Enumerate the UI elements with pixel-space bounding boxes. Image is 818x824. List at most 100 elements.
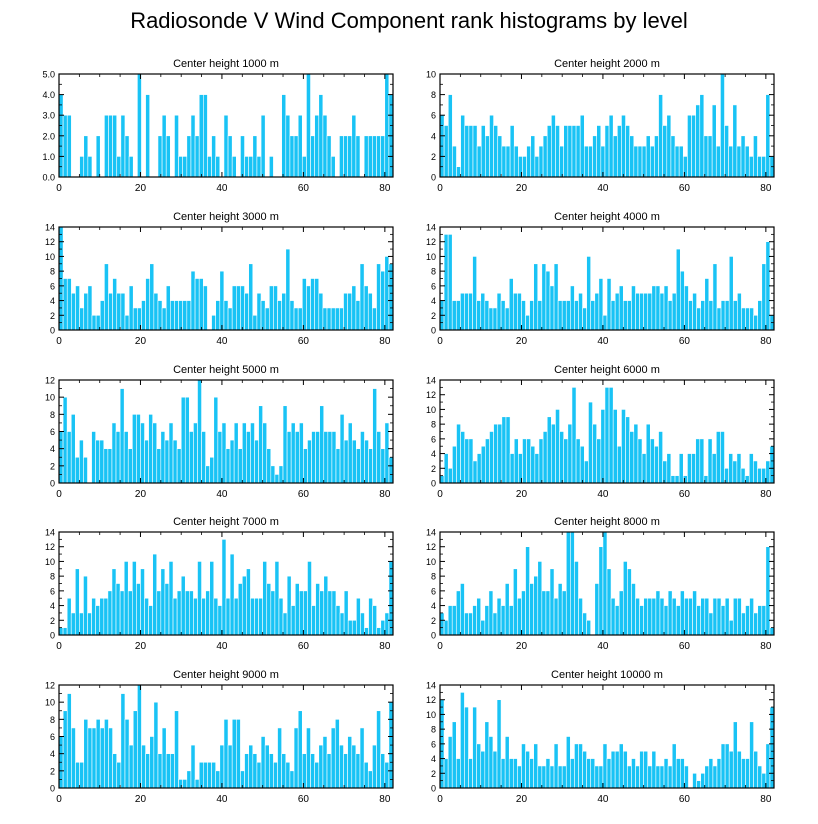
bar — [384, 256, 390, 331]
bar — [372, 605, 378, 636]
bar — [227, 307, 233, 331]
bar — [326, 135, 332, 178]
bar — [606, 568, 612, 636]
bar — [339, 612, 345, 636]
bar — [612, 135, 618, 178]
bar — [145, 278, 151, 331]
y-tick-label: 6 — [50, 427, 55, 437]
bar — [201, 431, 206, 484]
bar — [74, 456, 80, 484]
bar — [732, 597, 738, 636]
bar — [574, 300, 579, 331]
y-tick-label: 10 — [45, 252, 55, 262]
bar — [79, 612, 84, 636]
y-tick-label: 6 — [50, 586, 55, 596]
bar — [219, 744, 225, 789]
bar — [480, 292, 486, 331]
bar — [161, 114, 167, 178]
y-tick-label: 8 — [50, 267, 55, 277]
bar — [513, 568, 518, 636]
bar — [256, 761, 262, 789]
x-tick-label: 40 — [216, 183, 228, 194]
bar — [351, 114, 357, 178]
bar — [715, 431, 721, 484]
bar — [160, 568, 166, 636]
bar — [655, 285, 661, 331]
bar — [322, 114, 328, 178]
bar — [651, 597, 657, 636]
y-tick-label: 6 — [431, 739, 436, 749]
bar — [666, 453, 672, 484]
x-tick-label: 80 — [379, 641, 391, 652]
bar — [264, 307, 270, 331]
bar — [330, 156, 336, 178]
bar — [765, 460, 771, 484]
bar — [670, 135, 676, 178]
bar — [182, 300, 188, 331]
bar — [351, 744, 357, 789]
bar — [602, 743, 608, 789]
bar — [140, 422, 145, 484]
bar — [376, 263, 381, 331]
bar — [116, 292, 122, 331]
bar — [687, 453, 692, 484]
bar — [753, 750, 759, 789]
bar — [347, 422, 353, 484]
x-tick-label: 80 — [379, 336, 391, 347]
bar — [553, 263, 559, 331]
bar — [695, 438, 701, 484]
bar — [578, 743, 583, 789]
bar — [194, 779, 200, 789]
bar — [240, 285, 245, 331]
bar — [91, 431, 96, 484]
y-tick-label: 14 — [426, 528, 436, 538]
panel-9: Center height 9000 m 0 2 4 6 8 10 12 0 20 40 60 80 — [45, 669, 394, 805]
bar — [112, 114, 118, 178]
bar — [334, 307, 340, 331]
bar — [364, 627, 369, 636]
bar — [700, 300, 706, 331]
bar — [310, 278, 315, 331]
bar — [95, 719, 101, 789]
x-tick-label: 0 — [437, 183, 443, 194]
x-tick-label: 60 — [298, 183, 310, 194]
bar — [439, 475, 445, 484]
bar — [753, 460, 758, 484]
bar — [675, 605, 681, 636]
bar — [545, 758, 551, 789]
bar — [637, 145, 643, 178]
bar — [289, 135, 295, 178]
bar — [631, 758, 636, 789]
bar — [542, 431, 548, 484]
bar — [643, 750, 649, 789]
bar — [622, 750, 628, 789]
bar — [500, 300, 506, 331]
figure-title: Radiosonde V Wind Component rank histogr… — [130, 8, 688, 33]
bar — [149, 263, 155, 331]
bar — [663, 605, 669, 636]
bar — [347, 135, 353, 178]
bar — [579, 445, 585, 484]
bar — [198, 94, 204, 178]
bar — [617, 125, 622, 178]
bar — [753, 314, 759, 331]
bar — [637, 438, 643, 484]
bar — [178, 779, 184, 789]
bar — [485, 135, 490, 178]
x-tick-label: 80 — [379, 183, 391, 194]
bar — [285, 761, 291, 789]
bar — [75, 285, 80, 331]
bar — [598, 765, 604, 789]
y-tick-label: 10 — [45, 698, 55, 708]
bar — [363, 761, 369, 789]
bar — [211, 135, 216, 178]
bar — [190, 270, 196, 331]
bar — [590, 758, 596, 789]
bar — [91, 727, 97, 789]
bar — [319, 405, 325, 484]
bar — [380, 270, 386, 331]
bar — [79, 761, 85, 789]
bar — [116, 761, 122, 789]
bar — [757, 605, 763, 636]
bar — [509, 125, 515, 178]
